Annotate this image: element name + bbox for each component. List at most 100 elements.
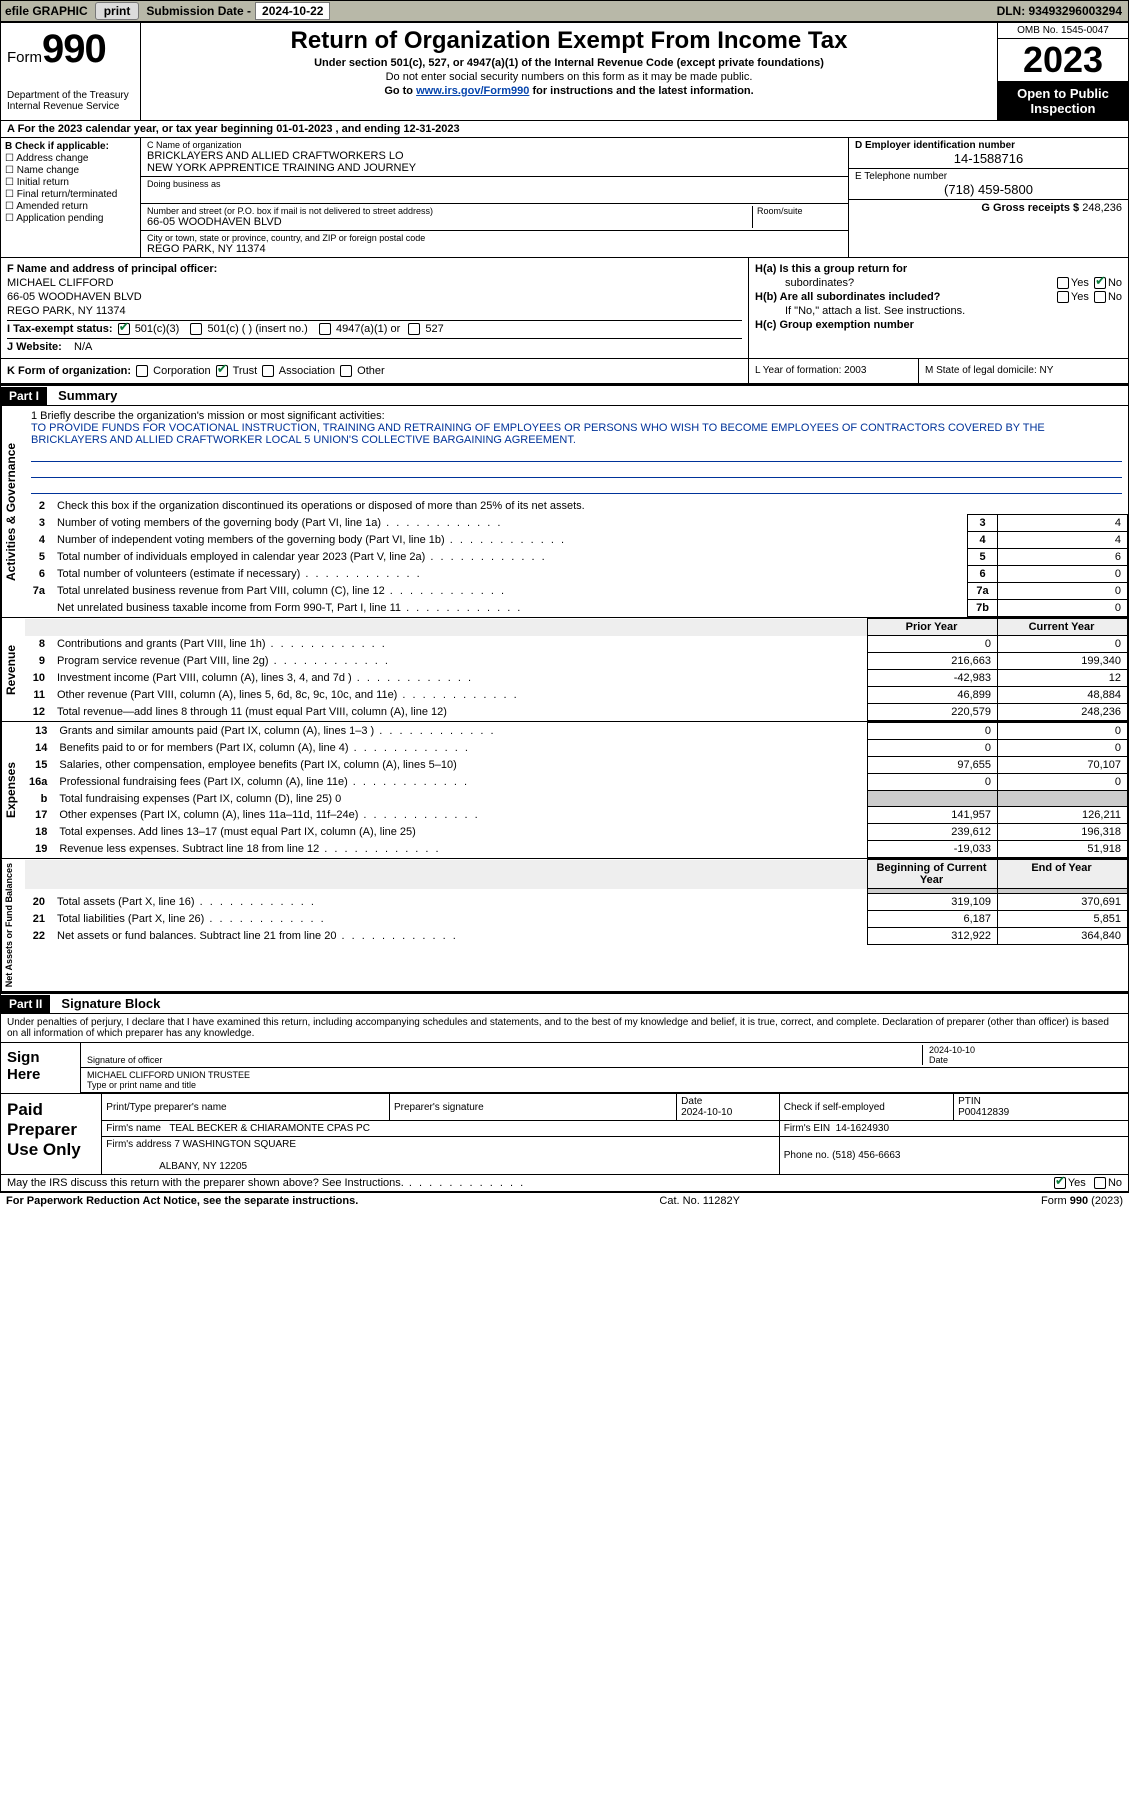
col-b-header: B Check if applicable: xyxy=(5,141,136,152)
chk-assoc[interactable] xyxy=(262,365,274,377)
chk-name-change[interactable]: ☐ Name change xyxy=(5,165,136,176)
chk-501c3[interactable] xyxy=(118,323,130,335)
governance-table: 2Check this box if the organization disc… xyxy=(25,498,1128,617)
chk-amended[interactable]: ☐ Amended return xyxy=(5,201,136,212)
col-c-org-info: C Name of organization BRICKLAYERS AND A… xyxy=(141,138,848,257)
footer-discuss: May the IRS discuss this return with the… xyxy=(1,1175,1128,1192)
line-8: Contributions and grants (Part VIII, lin… xyxy=(53,636,868,653)
chk-501c[interactable] xyxy=(190,323,202,335)
header-left: Form990 Department of the Treasury Inter… xyxy=(1,23,141,120)
line-6: Total number of volunteers (estimate if … xyxy=(53,566,968,583)
line-16a: Professional fundraising fees (Part IX, … xyxy=(55,774,867,791)
chk-corp[interactable] xyxy=(136,365,148,377)
line-9: Program service revenue (Part VIII, line… xyxy=(53,653,868,670)
header-right: OMB No. 1545-0047 2023 Open to Public In… xyxy=(998,23,1128,120)
part1-title: Summary xyxy=(50,386,125,405)
print-button[interactable]: print xyxy=(95,2,140,20)
hc-label: H(c) Group exemption number xyxy=(755,319,914,331)
block-fijh: F Name and address of principal officer:… xyxy=(1,258,1128,359)
col-b-checkboxes: B Check if applicable: ☐ Address change … xyxy=(1,138,141,257)
cat-number: Cat. No. 11282Y xyxy=(659,1195,740,1207)
line-20: Total assets (Part X, line 16) xyxy=(53,894,868,911)
line-10: Investment income (Part VIII, column (A)… xyxy=(53,670,868,687)
line-5: Total number of individuals employed in … xyxy=(53,549,968,566)
website-value: N/A xyxy=(74,341,92,353)
line-22: Net assets or fund balances. Subtract li… xyxy=(53,928,868,945)
section-net-assets: Net Assets or Fund Balances Beginning of… xyxy=(1,859,1128,992)
part1-badge: Part I xyxy=(1,387,47,405)
room-label: Room/suite xyxy=(757,206,842,216)
m-state-domicile: M State of legal domicile: NY xyxy=(918,359,1128,383)
chk-application-pending[interactable]: ☐ Application pending xyxy=(5,213,136,224)
form-container: Form990 Department of the Treasury Inter… xyxy=(0,22,1129,1193)
hb-label: H(b) Are all subordinates included? xyxy=(755,291,940,303)
form-title: Return of Organization Exempt From Incom… xyxy=(147,27,991,55)
side-label-net: Net Assets or Fund Balances xyxy=(1,859,25,991)
sign-here-block: Sign Here Signature of officer 2024-10-1… xyxy=(1,1043,1128,1093)
gross-receipts-label: G Gross receipts $ xyxy=(981,202,1082,214)
org-name-1: BRICKLAYERS AND ALLIED CRAFTWORKERS LO xyxy=(147,150,842,162)
page-footer: For Paperwork Reduction Act Notice, see … xyxy=(0,1193,1129,1209)
irs-link[interactable]: www.irs.gov/Form990 xyxy=(416,85,529,97)
side-label-revenue: Revenue xyxy=(1,618,25,721)
paid-preparer-block: Paid Preparer Use Only Print/Type prepar… xyxy=(1,1093,1128,1175)
chk-address-change[interactable]: ☐ Address change xyxy=(5,153,136,164)
website-label: J Website: xyxy=(7,341,62,353)
line-12: Total revenue—add lines 8 through 11 (mu… xyxy=(53,704,868,721)
org-name-label: C Name of organization xyxy=(147,140,842,150)
chk-hb-yes[interactable] xyxy=(1057,291,1069,303)
header-middle: Return of Organization Exempt From Incom… xyxy=(141,23,998,120)
val-5: 6 xyxy=(998,549,1128,566)
paperwork-notice: For Paperwork Reduction Act Notice, see … xyxy=(6,1195,358,1207)
city-label: City or town, state or province, country… xyxy=(147,233,842,243)
org-city: REGO PARK, NY 11374 xyxy=(147,243,842,255)
line-7a: Total unrelated business revenue from Pa… xyxy=(53,583,968,600)
line-2: Check this box if the organization disco… xyxy=(53,498,1128,515)
hdr-current: Current Year xyxy=(998,619,1128,636)
revenue-table: Prior YearCurrent Year 8Contributions an… xyxy=(25,618,1128,721)
submission-label: Submission Date - xyxy=(142,4,255,18)
k-form-org: K Form of organization: Corporation Trus… xyxy=(1,359,748,383)
dln-label: DLN: 93493296003294 xyxy=(997,4,1128,18)
chk-discuss-no[interactable] xyxy=(1094,1177,1106,1189)
paid-preparer-label: Paid Preparer Use Only xyxy=(1,1094,102,1174)
form-word: Form xyxy=(7,49,42,66)
block-bcde: B Check if applicable: ☐ Address change … xyxy=(1,138,1128,258)
org-address: 66-05 WOODHAVEN BLVD xyxy=(147,216,752,228)
val-7a: 0 xyxy=(998,583,1128,600)
hdr-begin: Beginning of Current Year xyxy=(868,860,998,889)
line-14: Benefits paid to or for members (Part IX… xyxy=(55,740,867,757)
part2-title: Signature Block xyxy=(53,994,168,1013)
line-3: Number of voting members of the governin… xyxy=(53,515,968,532)
signature-intro: Under penalties of perjury, I declare th… xyxy=(1,1014,1128,1043)
chk-ha-no[interactable] xyxy=(1094,277,1106,289)
tax-year: 2023 xyxy=(998,39,1128,82)
sign-here-label: Sign Here xyxy=(1,1043,81,1093)
ha-label: H(a) Is this a group return for xyxy=(755,263,907,275)
discuss-text: May the IRS discuss this return with the… xyxy=(7,1177,525,1189)
val-7b: 0 xyxy=(998,600,1128,617)
line-4: Number of independent voting members of … xyxy=(53,532,968,549)
chk-trust[interactable] xyxy=(216,365,228,377)
line-11: Other revenue (Part VIII, column (A), li… xyxy=(53,687,868,704)
side-label-governance: Activities & Governance xyxy=(1,406,25,617)
sig-name-label: Type or print name and title xyxy=(87,1080,1122,1090)
chk-other[interactable] xyxy=(340,365,352,377)
chk-4947[interactable] xyxy=(319,323,331,335)
ein-label: D Employer identification number xyxy=(855,140,1122,151)
chk-discuss-yes[interactable] xyxy=(1054,1177,1066,1189)
chk-527[interactable] xyxy=(408,323,420,335)
chk-hb-no[interactable] xyxy=(1094,291,1106,303)
chk-final-return[interactable]: ☐ Final return/terminated xyxy=(5,189,136,200)
chk-initial-return[interactable]: ☐ Initial return xyxy=(5,177,136,188)
form-header: Form990 Department of the Treasury Inter… xyxy=(1,23,1128,121)
irs-label: Internal Revenue Service xyxy=(7,101,134,112)
tax-exempt-label: I Tax-exempt status: xyxy=(7,323,113,335)
part2-badge: Part II xyxy=(1,995,50,1013)
sig-date-label: Date xyxy=(929,1055,1122,1065)
ein-value: 14-1588716 xyxy=(855,151,1122,166)
net-assets-table: Beginning of Current YearEnd of Year 20T… xyxy=(25,859,1128,945)
chk-ha-yes[interactable] xyxy=(1057,277,1069,289)
omb-number: OMB No. 1545-0047 xyxy=(998,23,1128,39)
paid-preparer-table: Print/Type preparer's name Preparer's si… xyxy=(102,1094,1128,1174)
